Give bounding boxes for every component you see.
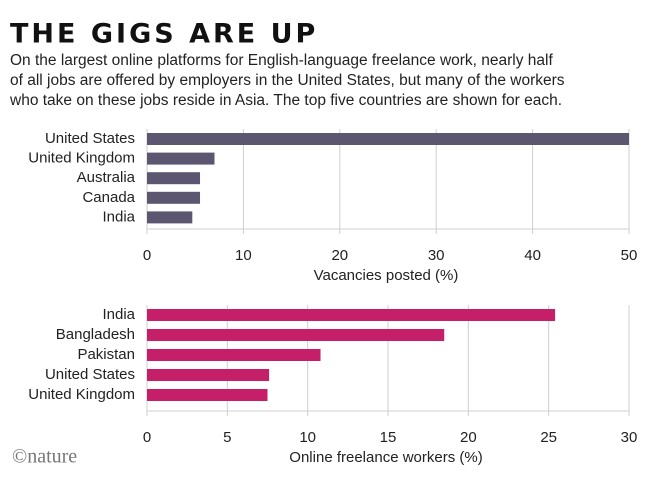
- y-tick-label: Australia: [77, 169, 136, 186]
- y-tick-label: United Kingdom: [28, 150, 135, 167]
- bar: [147, 309, 556, 321]
- bar: [147, 191, 201, 204]
- x-axis-label: Vacancies posted (%): [314, 267, 459, 284]
- bar: [147, 369, 270, 381]
- x-tick-label: 30: [621, 429, 638, 446]
- bar: [147, 133, 629, 145]
- x-axis-label: Online freelance workers (%): [289, 449, 482, 466]
- x-tick-label: 15: [380, 429, 397, 446]
- subtitle-line: who take on these jobs reside in Asia. T…: [9, 92, 562, 109]
- x-tick-label: 40: [524, 247, 541, 264]
- y-tick-label: United States: [45, 366, 135, 383]
- subtitle-line: On the largest online platforms for Engl…: [10, 52, 553, 69]
- y-tick-label: India: [102, 306, 135, 323]
- y-tick-label: Pakistan: [77, 346, 135, 363]
- y-tick-label: India: [102, 208, 135, 225]
- x-tick-label: 30: [428, 247, 445, 264]
- x-tick-label: 10: [299, 429, 316, 446]
- x-tick-label: 20: [331, 247, 348, 264]
- y-tick-label: United States: [45, 130, 135, 147]
- x-tick-label: 25: [540, 429, 557, 446]
- bar: [147, 172, 201, 185]
- bar: [147, 329, 445, 341]
- bar: [147, 211, 193, 224]
- x-tick-label: 0: [143, 429, 151, 446]
- subtitle-line: of all jobs are offered by employers in …: [10, 72, 565, 89]
- x-tick-label: 10: [235, 247, 252, 264]
- y-tick-label: Bangladesh: [56, 326, 135, 343]
- chart-title: THE GIGS ARE UP: [10, 19, 318, 50]
- y-tick-label: United Kingdom: [28, 386, 135, 403]
- y-tick-label: Canada: [82, 189, 135, 206]
- x-tick-label: 50: [621, 247, 638, 264]
- x-tick-label: 20: [460, 429, 477, 446]
- x-tick-label: 5: [223, 429, 231, 446]
- bar: [147, 152, 215, 165]
- x-tick-label: 0: [143, 247, 151, 264]
- credit: ©nature: [12, 446, 77, 468]
- bar: [147, 349, 321, 361]
- bar: [147, 389, 268, 401]
